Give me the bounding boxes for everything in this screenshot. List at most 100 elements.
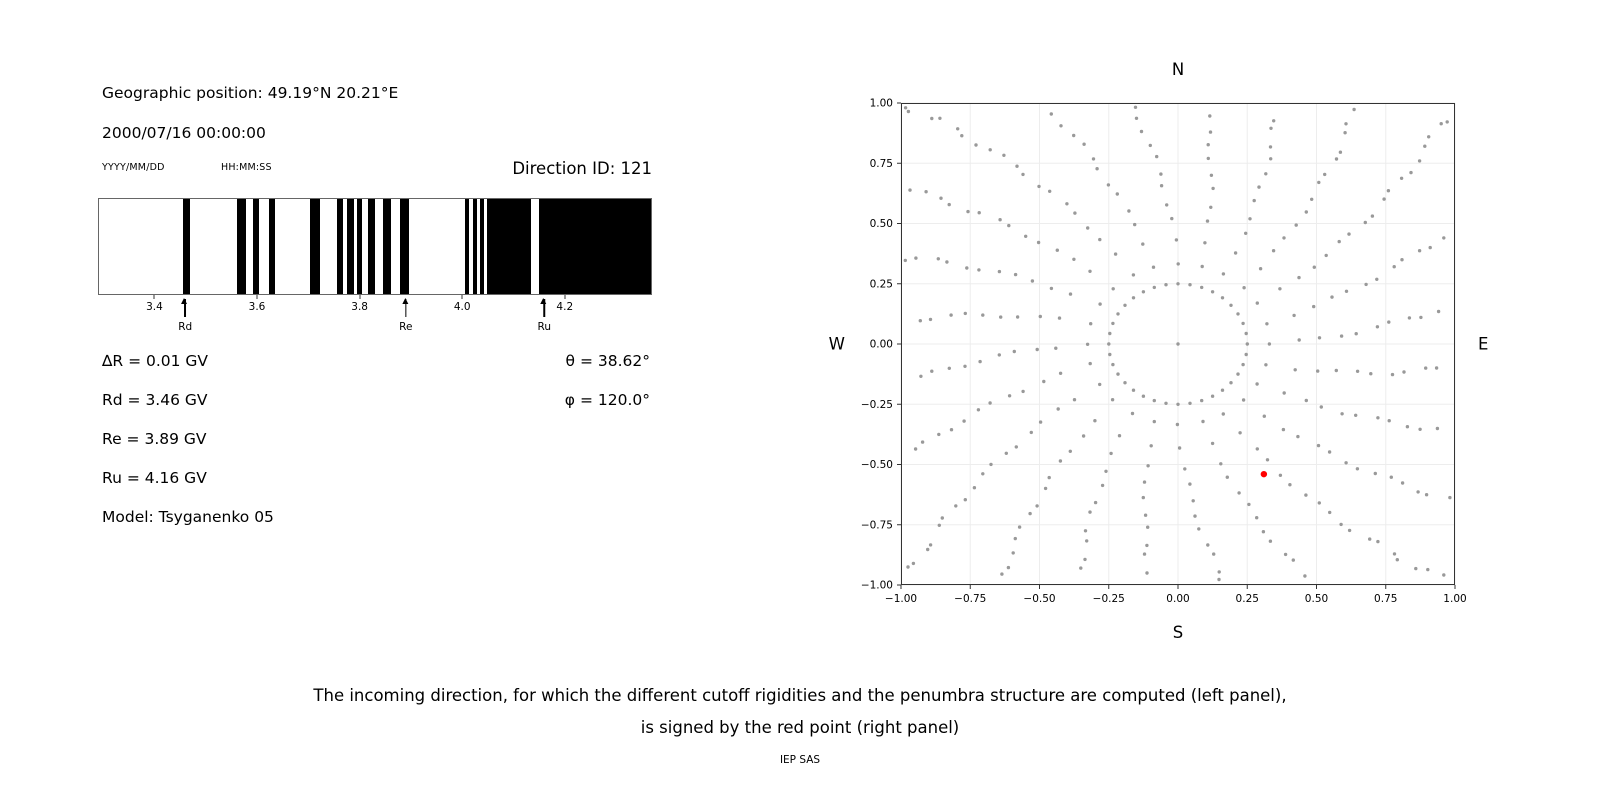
penumbra-x-tick-label: 3.6 [248, 301, 266, 313]
penumbra-forbidden-band [237, 199, 247, 294]
penumbra-x-tick-label: 3.4 [146, 301, 163, 313]
direction-dot [926, 547, 930, 552]
direction-dot [947, 202, 951, 207]
direction-dot [1017, 525, 1022, 529]
direction-dot [1088, 361, 1092, 366]
penumbra-x-tick [256, 295, 258, 299]
rigidity-marker-label: Ru [537, 321, 552, 333]
direction-dot [1363, 220, 1367, 225]
direction-dot [1442, 236, 1446, 240]
direction-dot [1134, 116, 1139, 120]
direction-dot [1209, 205, 1213, 209]
direction-dot [988, 401, 992, 405]
direction-dot [1048, 189, 1052, 193]
direction-dot [1095, 167, 1099, 171]
direction-dot [1007, 394, 1012, 398]
penumbra-forbidden-band [309, 199, 320, 294]
direction-dot [1149, 444, 1153, 448]
direction-dot [1043, 486, 1048, 491]
y-tick-label: 0.50 [870, 218, 893, 230]
direction-dot [1338, 150, 1343, 154]
direction-dot [1035, 504, 1039, 508]
y-tick-label: −1.00 [861, 580, 893, 592]
direction-dot [1426, 567, 1430, 572]
direction-dot [1193, 514, 1197, 518]
penumbra-x-tick [359, 295, 361, 299]
phi-value: φ = 120.0° [564, 391, 650, 409]
y-tick-label: −0.25 [861, 399, 893, 411]
direction-dot [974, 143, 978, 147]
penumbra-rigidity-markers: Rd Re Ru [98, 295, 652, 347]
direction-dot [903, 258, 907, 263]
penumbra-forbidden-band [472, 199, 478, 294]
direction-dot [1021, 172, 1025, 177]
direction-dot [1238, 431, 1242, 435]
direction-dot [1176, 282, 1180, 286]
direction-dot [1000, 572, 1004, 576]
direction-dot [1152, 419, 1156, 424]
direction-dot [1445, 120, 1449, 124]
direction-dot [1201, 419, 1205, 424]
direction-dot [1344, 122, 1348, 126]
direction-dot [1344, 289, 1349, 293]
direction-dot [1334, 157, 1339, 161]
direction-dot [1334, 368, 1338, 373]
direction-dot [1133, 105, 1138, 109]
compass-west-label: W [828, 334, 845, 354]
direction-dot [1109, 451, 1113, 456]
direction-dot [1188, 283, 1192, 287]
direction-dot [1281, 427, 1286, 432]
direction-dot [1206, 143, 1210, 147]
direction-dot [1435, 426, 1440, 431]
direction-dot [1339, 334, 1344, 338]
direction-dot [1200, 398, 1204, 403]
direction-dot [1310, 197, 1314, 201]
x-tick-label: −1.00 [885, 593, 917, 605]
direction-dot [999, 315, 1003, 319]
direction-dot [1088, 510, 1092, 514]
direction-dot [1176, 262, 1180, 266]
direction-dot [1219, 462, 1223, 466]
direction-dot [1316, 369, 1320, 373]
penumbra-forbidden-band [399, 199, 410, 294]
direction-dot [1002, 153, 1006, 157]
direction-dot [960, 134, 964, 138]
direction-dot [1268, 145, 1273, 149]
direction-dot [1047, 475, 1051, 480]
direction-dot [1229, 381, 1233, 385]
direction-dot [1108, 352, 1112, 357]
penumbra-x-tick-label: 4.2 [556, 301, 574, 313]
direction-dot [1142, 552, 1147, 556]
rigidity-info-block: ∆R = 0.01 GV Rd = 3.46 GV Re = 3.89 GV R… [102, 342, 274, 537]
date-format-label: YYYY/MM/DD [102, 162, 165, 173]
y-tick-label: 0.25 [870, 278, 893, 290]
compass-east-label: E [1478, 334, 1489, 354]
direction-dot [1106, 183, 1111, 187]
direction-dot [1210, 290, 1215, 294]
direction-dot [1245, 342, 1249, 346]
direction-dot [1098, 302, 1102, 306]
direction-dot [1220, 388, 1225, 392]
direction-dot [1317, 336, 1322, 340]
direction-dot [997, 269, 1002, 274]
direction-dot [1217, 577, 1221, 582]
direction-dot [1141, 394, 1146, 398]
direction-dot [963, 311, 967, 316]
direction-dot [1355, 369, 1360, 373]
direction-dot [1355, 467, 1360, 471]
direction-dot [1392, 265, 1396, 269]
direction-dot [928, 317, 933, 322]
direction-dot [1133, 222, 1137, 227]
direction-dot [1148, 143, 1152, 148]
direction-dot [1175, 422, 1180, 427]
direction-dot [1086, 226, 1090, 230]
direction-dot [1241, 321, 1245, 326]
direction-dot [1024, 234, 1028, 238]
direction-dot [976, 408, 981, 412]
direction-dot [1267, 342, 1272, 346]
direction-dot [1212, 552, 1216, 556]
direction-dot [1255, 447, 1259, 451]
direction-dot [1015, 164, 1019, 168]
direction-dot [962, 419, 966, 423]
x-tick-label: −0.75 [954, 593, 986, 605]
